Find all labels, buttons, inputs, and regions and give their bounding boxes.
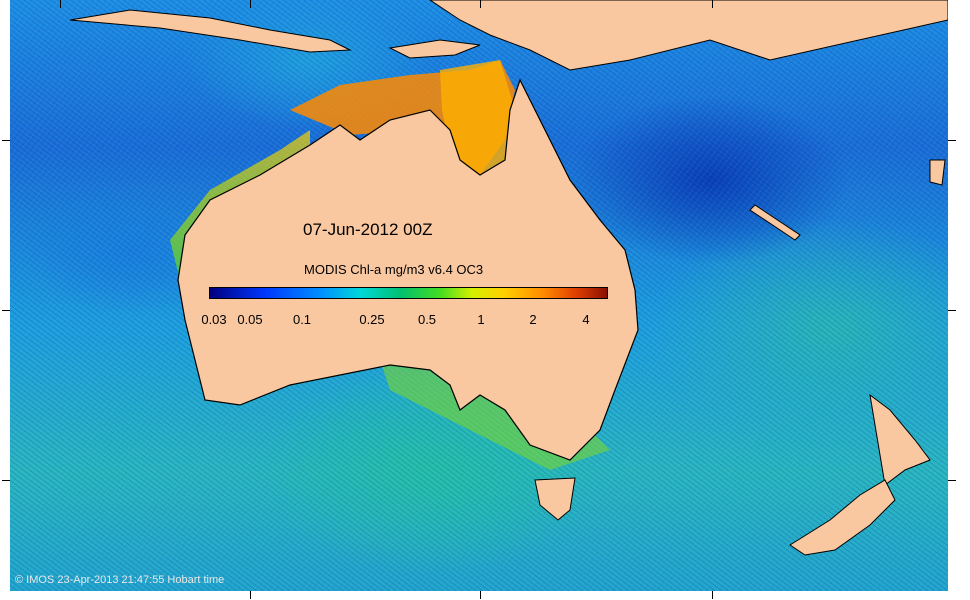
timor-island <box>388 39 481 59</box>
copyright-credit: © IMOS 23-Apr-2013 21:47:55 Hobart time <box>15 574 225 586</box>
top-tick <box>60 0 61 8</box>
indonesia-islands <box>69 9 352 53</box>
left-tick <box>2 140 10 141</box>
bottom-tick <box>480 591 481 599</box>
colorbar-tick: 4 <box>582 312 590 327</box>
map-title: 07-Jun-2012 00Z <box>303 220 433 239</box>
colorbar-tick: 0.05 <box>237 312 263 327</box>
colorbar-tick: 0.5 <box>417 312 437 327</box>
new-guinea-landmass <box>429 0 948 71</box>
bottom-tick <box>712 591 713 599</box>
right-tick <box>948 140 956 141</box>
left-tick <box>2 310 10 311</box>
colorbar <box>209 287 608 299</box>
left-tick <box>2 480 10 481</box>
colorbar-tick: 0.25 <box>359 312 385 327</box>
top-tick <box>250 0 251 8</box>
colorbar-tick: 2 <box>529 312 537 327</box>
new-zealand-north <box>869 393 931 486</box>
right-tick <box>948 480 956 481</box>
new-zealand-south <box>789 479 896 556</box>
bottom-tick <box>250 591 251 599</box>
pacific-island <box>929 159 946 186</box>
new-caledonia <box>749 204 801 241</box>
colorbar-tick: 1 <box>477 312 485 327</box>
top-tick <box>480 0 481 8</box>
right-tick <box>948 310 956 311</box>
tasmania <box>534 477 576 521</box>
land-layer <box>69 0 948 556</box>
australia-landmass <box>177 78 639 461</box>
gulf-carpentaria-bloom <box>440 60 515 175</box>
colorbar-label: MODIS Chl-a mg/m3 v6.4 OC3 <box>304 262 484 277</box>
top-tick <box>712 0 713 8</box>
colorbar-tick: 0.1 <box>292 312 312 327</box>
colorbar-tick: 0.03 <box>201 312 227 327</box>
